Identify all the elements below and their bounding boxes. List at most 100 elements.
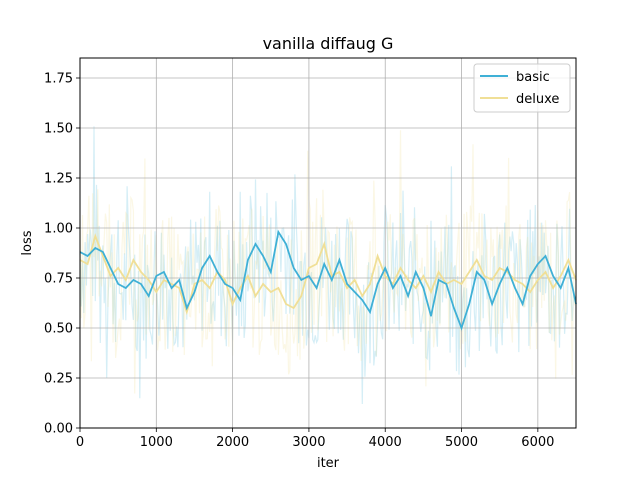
- y-axis-label: loss: [20, 230, 35, 255]
- data-point-basic: [384, 267, 386, 269]
- data-point-deluxe: [140, 271, 142, 273]
- data-point-deluxe: [209, 287, 211, 289]
- data-point-deluxe: [308, 267, 310, 269]
- data-point-basic: [216, 271, 218, 273]
- data-point-basic: [293, 267, 295, 269]
- data-point-basic: [438, 279, 440, 281]
- raw-noise-layer: [79, 126, 576, 405]
- data-point-deluxe: [262, 283, 264, 285]
- data-point-basic: [399, 275, 402, 277]
- data-point-deluxe: [87, 263, 89, 265]
- data-point-basic: [430, 315, 432, 317]
- data-point-deluxe: [499, 267, 501, 269]
- data-point-deluxe: [247, 275, 249, 277]
- data-point-basic: [552, 275, 554, 277]
- data-point-deluxe: [254, 295, 257, 297]
- data-point-basic: [514, 287, 516, 289]
- data-point-basic: [277, 231, 279, 233]
- data-point-basic: [407, 295, 409, 297]
- data-point-deluxe: [132, 259, 134, 261]
- data-point-deluxe: [125, 279, 127, 281]
- data-point-deluxe: [94, 235, 96, 237]
- data-point-deluxe: [361, 295, 363, 297]
- y-tick-label: 0.50: [44, 322, 73, 337]
- data-point-basic: [499, 283, 501, 285]
- x-tick-label: 4000: [369, 435, 402, 450]
- data-point-basic: [239, 299, 241, 301]
- data-point-deluxe: [529, 291, 531, 293]
- data-point-deluxe: [270, 291, 272, 293]
- data-point-deluxe: [338, 271, 340, 273]
- x-tick-label: 2000: [216, 435, 249, 450]
- data-point-deluxe: [300, 295, 302, 297]
- data-point-deluxe: [392, 283, 394, 285]
- data-point-deluxe: [491, 279, 493, 281]
- data-point-deluxe: [544, 271, 547, 273]
- data-point-basic: [392, 287, 394, 289]
- data-point-deluxe: [293, 307, 295, 309]
- data-point-deluxe: [377, 255, 379, 257]
- y-tick-label: 0.00: [44, 422, 73, 437]
- axis-ticks: 0 1000 2000 3000 4000 5000 6000 0.00 0.25 0.50 0.7…: [44, 72, 554, 451]
- legend-label-deluxe: deluxe: [516, 92, 559, 107]
- data-point-basic: [308, 275, 310, 277]
- data-point-basic: [201, 267, 203, 269]
- data-point-basic: [506, 267, 508, 269]
- data-point-basic: [247, 259, 249, 261]
- data-point-deluxe: [285, 303, 287, 305]
- data-point-basic: [285, 243, 287, 245]
- data-point-basic: [171, 287, 173, 289]
- data-point-basic: [316, 287, 318, 289]
- data-point-deluxe: [323, 243, 325, 245]
- data-point-basic: [560, 287, 562, 289]
- data-point-basic: [102, 251, 104, 253]
- data-point-basic: [331, 279, 333, 281]
- data-point-deluxe: [239, 287, 241, 289]
- data-point-deluxe: [384, 275, 386, 277]
- data-point-deluxe: [186, 311, 188, 313]
- data-point-deluxe: [430, 291, 432, 293]
- data-point-basic: [476, 271, 478, 273]
- data-point-deluxe: [201, 279, 203, 281]
- data-point-basic: [338, 259, 340, 261]
- data-point-basic: [354, 291, 356, 293]
- data-point-deluxe: [331, 275, 333, 277]
- data-point-deluxe: [224, 279, 226, 281]
- data-point-deluxe: [171, 283, 173, 285]
- data-point-basic: [109, 267, 112, 269]
- data-point-deluxe: [117, 267, 119, 269]
- data-point-basic: [483, 279, 485, 281]
- data-point-basic: [178, 279, 180, 281]
- x-tick-label: 0: [76, 435, 84, 450]
- legend: basic deluxe: [473, 63, 571, 113]
- data-point-deluxe: [148, 279, 150, 281]
- data-point-deluxe: [537, 279, 539, 281]
- data-point-basic: [544, 255, 547, 257]
- data-point-basic: [529, 275, 531, 277]
- data-point-deluxe: [163, 279, 165, 281]
- data-point-deluxe: [178, 287, 180, 289]
- series-lines: [79, 229, 577, 331]
- data-point-deluxe: [369, 283, 371, 285]
- data-point-deluxe: [193, 283, 196, 285]
- data-point-deluxe: [102, 255, 104, 257]
- data-point-basic: [460, 327, 463, 329]
- data-point-deluxe: [460, 283, 463, 285]
- data-point-basic: [148, 295, 150, 297]
- data-point-basic: [415, 271, 417, 273]
- data-point-deluxe: [407, 279, 409, 281]
- data-point-deluxe: [476, 259, 478, 261]
- data-point-basic: [262, 255, 264, 257]
- data-point-deluxe: [422, 275, 424, 277]
- data-point-deluxe: [453, 279, 455, 281]
- data-point-deluxe: [155, 291, 157, 293]
- data-point-deluxe: [522, 283, 524, 285]
- data-point-basic: [567, 267, 570, 269]
- data-point-deluxe: [277, 287, 279, 289]
- data-point-basic: [94, 247, 96, 249]
- data-point-basic: [232, 287, 234, 289]
- data-point-basic: [522, 303, 524, 305]
- raw-trace-basic: [79, 126, 575, 405]
- data-point-basic: [346, 283, 348, 285]
